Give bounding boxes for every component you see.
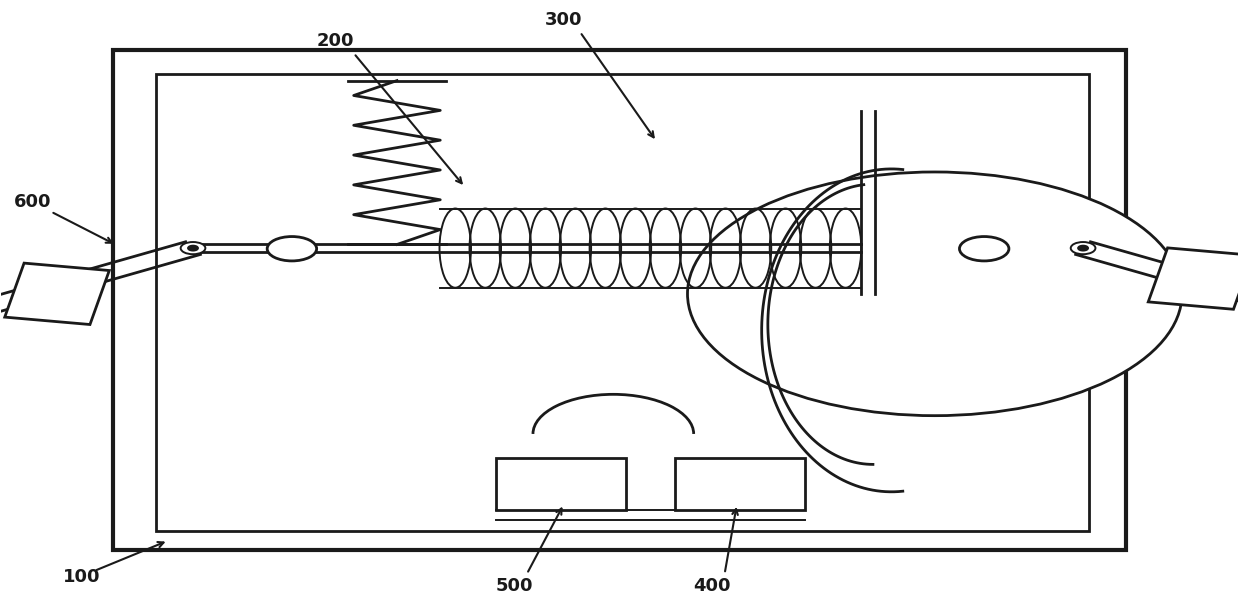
Circle shape xyxy=(188,245,198,250)
Text: 600: 600 xyxy=(14,193,51,211)
Bar xyxy=(156,75,1089,531)
Bar xyxy=(5,263,109,324)
Circle shape xyxy=(181,242,206,254)
Circle shape xyxy=(959,237,1009,261)
Circle shape xyxy=(268,237,317,261)
Circle shape xyxy=(1078,245,1088,250)
Bar xyxy=(1149,248,1239,309)
Text: 500: 500 xyxy=(496,577,533,595)
Bar xyxy=(113,50,1126,550)
Circle shape xyxy=(1070,242,1095,254)
Text: 400: 400 xyxy=(694,577,731,595)
Text: 300: 300 xyxy=(545,10,582,29)
Text: 200: 200 xyxy=(316,32,354,50)
Circle shape xyxy=(688,172,1182,416)
Text: 100: 100 xyxy=(63,568,100,586)
Bar xyxy=(496,458,626,510)
Bar xyxy=(675,458,805,510)
